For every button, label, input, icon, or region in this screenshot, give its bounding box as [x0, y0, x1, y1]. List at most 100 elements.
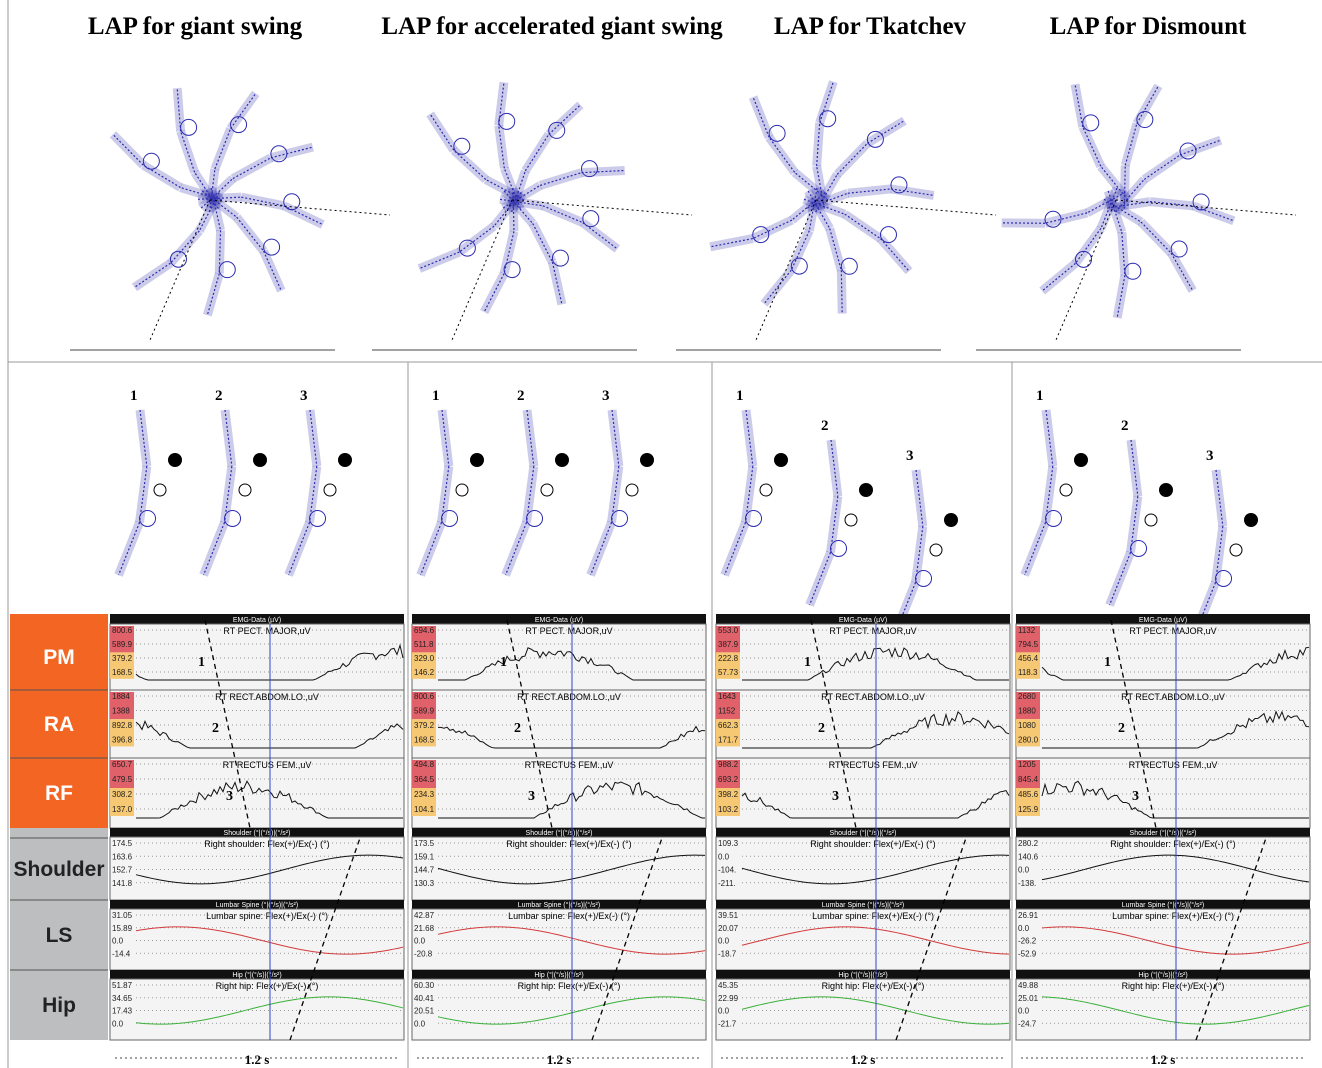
tick-label: 39.51	[718, 911, 739, 920]
limb-outline	[1110, 552, 1131, 605]
row-label: PM	[43, 646, 75, 669]
column-title: LAP for Dismount	[1050, 13, 1247, 40]
tick-label: 20.51	[414, 1007, 435, 1016]
tick-label: 479.5	[112, 775, 133, 784]
ball	[944, 513, 958, 527]
row-label: Shoulder	[13, 858, 104, 881]
ball	[845, 514, 857, 526]
ball	[338, 453, 352, 467]
tick-label: 0.0	[1018, 924, 1030, 933]
onset-marker: 3	[832, 789, 839, 804]
tick-label: 31.05	[112, 911, 133, 920]
onset-marker: 1	[198, 655, 205, 670]
tick-label: 118.3	[1018, 668, 1038, 677]
phase-label: 1	[432, 388, 440, 404]
ball	[774, 453, 788, 467]
limb-outline	[725, 522, 746, 575]
tick-label: 0.0	[718, 1007, 730, 1016]
tick-label: 174.5	[112, 839, 133, 848]
tick-label: 845.4	[1018, 775, 1039, 784]
time-label: 1.2 s	[245, 1052, 270, 1067]
tick-label: 456.4	[1018, 654, 1039, 663]
panel-header-text: Lumbar Spine (°|(°/s)|(°/s²)	[518, 901, 600, 909]
tick-label: 51.87	[112, 981, 133, 990]
phase-label: 1	[736, 388, 744, 404]
ball	[555, 453, 569, 467]
tick-label: 26.91	[1018, 911, 1039, 920]
panel-header-text: Hip (°|(°/s)|(°/s²)	[232, 971, 281, 979]
tick-label: 234.3	[414, 790, 435, 799]
ball	[760, 484, 772, 496]
tick-label: 25.01	[1018, 994, 1039, 1003]
tick-label: 0.0	[718, 852, 730, 861]
channel-name: RT PECT. MAJOR,uV	[223, 626, 310, 636]
tick-label: 379.2	[414, 721, 435, 730]
panel-header-text: Shoulder (°|(°/s)|(°/s²)	[1130, 829, 1197, 837]
onset-marker: 2	[1118, 721, 1125, 736]
limb-outline	[289, 522, 310, 575]
channel-name: Right shoulder: Flex(+)/Ex(-) (°)	[1110, 839, 1235, 849]
tick-label: 168.5	[414, 736, 435, 745]
tick-label: 0.0	[1018, 1007, 1030, 1016]
figure: PMRARFShoulderLSHipLAP for giant swing12…	[0, 0, 1322, 1068]
phase-label: 2	[215, 388, 223, 404]
onset-marker: 1	[500, 655, 507, 670]
ball	[253, 453, 267, 467]
ball	[1244, 513, 1258, 527]
channel-name: RT PECT. MAJOR,uV	[525, 626, 612, 636]
ball	[1060, 484, 1072, 496]
phase-label: 2	[517, 388, 525, 404]
tick-label: 1643	[718, 692, 736, 701]
tick-label: 892.8	[112, 721, 133, 730]
channel-name: Lumbar spine: Flex(+)/Ex(-) (°)	[812, 911, 934, 921]
tick-label: 1884	[112, 692, 130, 701]
tick-label: 2680	[1018, 692, 1036, 701]
tick-label: 45.35	[718, 981, 739, 990]
channel-name: RT RECT.ABDOM.LO.,uV	[1121, 692, 1225, 702]
ball	[168, 453, 182, 467]
ball	[456, 484, 468, 496]
tick-label: 137.0	[112, 805, 133, 814]
ball	[154, 484, 166, 496]
channel-name: RT PECT. MAJOR,uV	[1129, 626, 1216, 636]
ball	[470, 453, 484, 467]
tick-label: 40.41	[414, 994, 435, 1003]
onset-marker: 3	[1132, 789, 1139, 804]
tick-label: 280.2	[1018, 839, 1039, 848]
channel-name: RT RECT.ABDOM.LO.,uV	[821, 692, 925, 702]
phase-label: 3	[906, 448, 914, 464]
tick-label: -24.7	[1018, 1019, 1037, 1028]
limb-outline	[119, 522, 140, 575]
tick-label: 0.0	[414, 937, 426, 946]
channel-name: Right shoulder: Flex(+)/Ex(-) (°)	[204, 839, 329, 849]
ball	[541, 484, 553, 496]
panel-header-text: EMG-Data (µV)	[535, 617, 583, 624]
tick-label: 109.3	[718, 839, 739, 848]
channel-name: Lumbar spine: Flex(+)/Ex(-) (°)	[1112, 911, 1234, 921]
panel-header-text: Hip (°|(°/s)|(°/s²)	[534, 971, 583, 979]
tick-label: 379.2	[112, 654, 133, 663]
tick-label: 103.2	[718, 805, 739, 814]
tick-label: 794.5	[1018, 640, 1039, 649]
tick-label: 20.07	[718, 924, 739, 933]
tick-label: 693.2	[718, 775, 739, 784]
panel-header-text: Lumbar Spine (°|(°/s)|(°/s²)	[1122, 901, 1204, 909]
tick-label: 34.65	[112, 994, 133, 1003]
tick-label: 1205	[1018, 760, 1036, 769]
tick-label: -26.2	[1018, 937, 1037, 946]
panel-header-text: EMG-Data (µV)	[839, 617, 887, 624]
tick-label: -20.8	[414, 949, 433, 958]
tick-label: 0.0	[718, 937, 730, 946]
onset-marker: 1	[1104, 655, 1111, 670]
tick-label: 485.6	[1018, 790, 1039, 799]
tick-label: 173.5	[414, 839, 435, 848]
tick-label: 159.1	[414, 852, 435, 861]
ball	[239, 484, 251, 496]
tick-label: 1880	[1018, 707, 1036, 716]
limb-outline	[421, 522, 442, 575]
panel-header-text: Shoulder (°|(°/s)|(°/s²)	[526, 829, 593, 837]
tick-label: 222.8	[718, 654, 739, 663]
tick-label: -14.4	[112, 949, 131, 958]
time-label: 1.2 s	[547, 1052, 572, 1067]
phase-label: 3	[300, 388, 308, 404]
